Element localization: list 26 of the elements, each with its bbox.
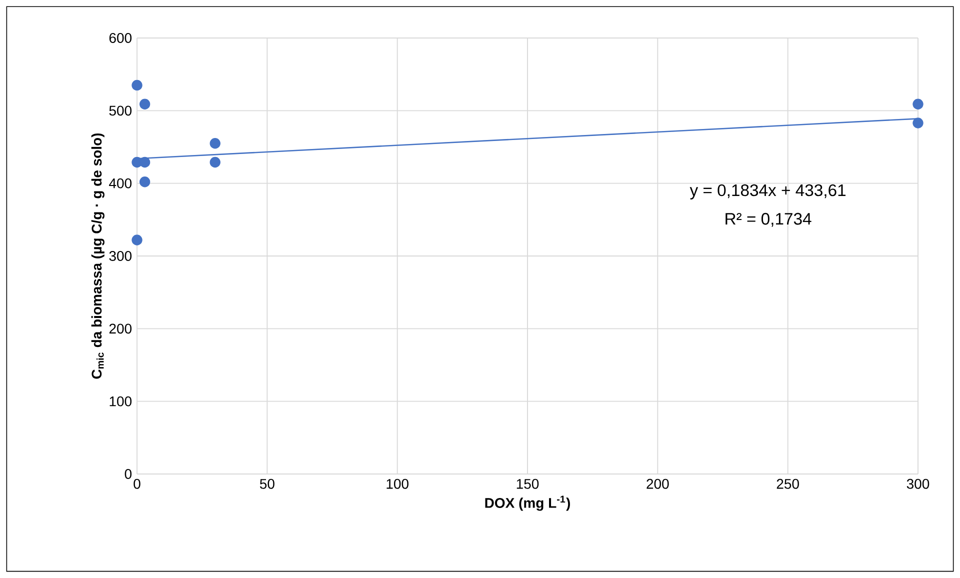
y-tick-label: 400 — [109, 178, 132, 188]
y-tick-label: 600 — [109, 33, 132, 43]
point — [210, 156, 220, 168]
y-tick-label: 200 — [109, 324, 132, 334]
y-tick-label: 300 — [109, 251, 132, 261]
point — [912, 118, 924, 128]
y-tick-label: 0 — [124, 469, 132, 479]
annotation: y = 0,1834x + 433,61 — [690, 184, 846, 200]
x-tick-label: 200 — [646, 478, 669, 489]
point — [139, 176, 150, 188]
x-axis-title: DOX (mg L$^{-1}$) — [485, 496, 570, 511]
point — [132, 80, 142, 91]
x-tick-label: 250 — [776, 478, 799, 489]
x-tick-label: 300 — [906, 478, 930, 489]
x-tick-label: 100 — [386, 478, 408, 489]
x-tick-label: 50 — [260, 478, 274, 489]
point — [912, 98, 924, 110]
point — [139, 98, 150, 110]
y-tick-label: 100 — [110, 396, 132, 406]
point — [132, 234, 142, 246]
x-tick-label: 150 — [516, 478, 539, 489]
annotation: R² = 0,1734 — [726, 212, 812, 227]
point — [210, 138, 220, 149]
y-tick-label: 500 — [109, 106, 132, 116]
x-tick-label: 0 — [134, 478, 140, 489]
y-axis-title: C$_{mic}$ da biomassa (µg C/g · g de solo) — [91, 133, 104, 379]
